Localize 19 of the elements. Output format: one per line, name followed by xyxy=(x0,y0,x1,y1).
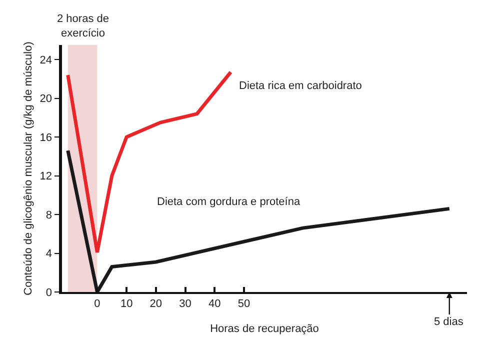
y-tick-label: 24 xyxy=(40,54,52,66)
text: 5 dias xyxy=(434,316,464,328)
x-tick-label: 20 xyxy=(150,298,162,310)
y-tick-label: 20 xyxy=(40,93,52,106)
x-tick-label: 40 xyxy=(208,298,221,310)
y-tick-label: 16 xyxy=(40,132,52,144)
x-tick-label: 10 xyxy=(120,298,133,310)
x-axis-title: Horas de recuperação xyxy=(210,322,319,335)
y-tick-label: 8 xyxy=(46,209,52,222)
series-label: Dieta com gordura e proteína xyxy=(157,196,301,208)
x-tick-label: 0 xyxy=(94,298,100,310)
y-tick-label: 0 xyxy=(46,286,52,299)
y-tick-label: 12 xyxy=(40,170,52,183)
series-label: Dieta rica em carboidrato xyxy=(239,80,362,92)
y-axis-title: Conteúdo de glicogênio muscular (g/kg de músculo) xyxy=(22,42,34,296)
x-tick-label: 30 xyxy=(179,298,192,310)
band-label: 2 horas de exercício xyxy=(57,13,109,40)
y-tick-label: 4 xyxy=(46,248,52,260)
x-tick-label: 50 xyxy=(238,298,250,310)
